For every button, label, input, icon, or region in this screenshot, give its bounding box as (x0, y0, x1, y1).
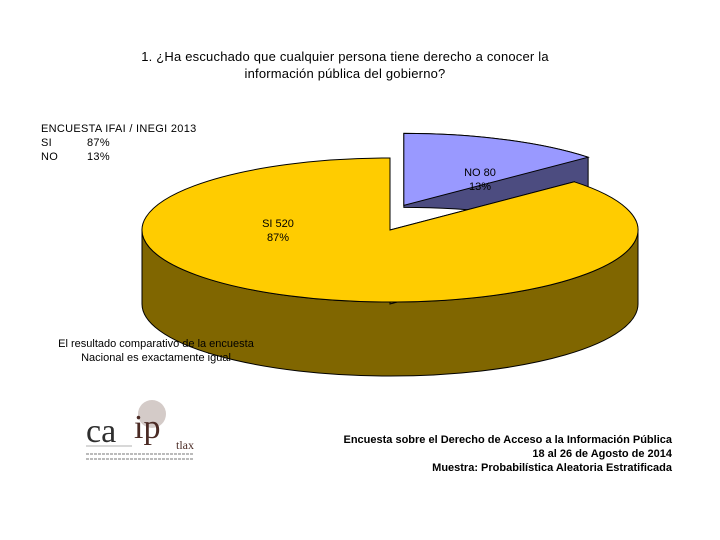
comparative-note-line2: Nacional es exactamente igual (81, 352, 231, 364)
caip-logo: ca ip tlax (86, 400, 194, 460)
logo-text-ip: ip (134, 409, 160, 446)
chart-title-line1: 1. ¿Ha escuchado que cualquier persona t… (141, 49, 549, 64)
survey-footer: Encuesta sobre el Derecho de Acceso a la… (344, 433, 673, 475)
pie-slice-no (403, 132, 590, 207)
comparative-note-line1: El resultado comparativo de la encuesta (58, 338, 254, 350)
reference-survey-value-si: 87% (87, 137, 110, 149)
reference-survey-row-si: SI 87% (41, 136, 197, 150)
logo-text-ca: ca (86, 413, 116, 450)
logo-text-tlax: tlax (176, 438, 194, 452)
chart-title-line2: información pública del gobierno? (244, 66, 446, 81)
reference-survey-label-si: SI (41, 137, 52, 149)
survey-footer-line2: 18 al 26 de Agosto de 2014 (532, 448, 672, 460)
chart-title: 1. ¿Ha escuchado que cualquier persona t… (90, 48, 600, 82)
data-label-percent-no: 13% (469, 181, 491, 193)
data-label-percent-si: 87% (267, 232, 289, 244)
pie-slice-si (141, 157, 639, 303)
survey-footer-line1: Encuesta sobre el Derecho de Acceso a la… (343, 434, 673, 446)
data-label-si: SI 520 (262, 218, 294, 230)
reference-survey-box: ENCUESTA IFAI / INEGI 2013 SI 87% NO 13% (41, 122, 197, 164)
data-label-no: NO 80 (464, 167, 496, 179)
survey-footer-line3: Muestra: Probabilística Aleatoria Estrat… (432, 462, 672, 474)
comparative-note: El resultado comparativo de la encuesta … (41, 337, 271, 365)
reference-survey-value-no: 13% (87, 151, 110, 163)
logo-circle-icon (138, 400, 166, 428)
reference-survey-label-no: NO (41, 151, 59, 163)
reference-survey-row-no: NO 13% (41, 150, 197, 164)
reference-survey-heading: ENCUESTA IFAI / INEGI 2013 (41, 123, 197, 135)
